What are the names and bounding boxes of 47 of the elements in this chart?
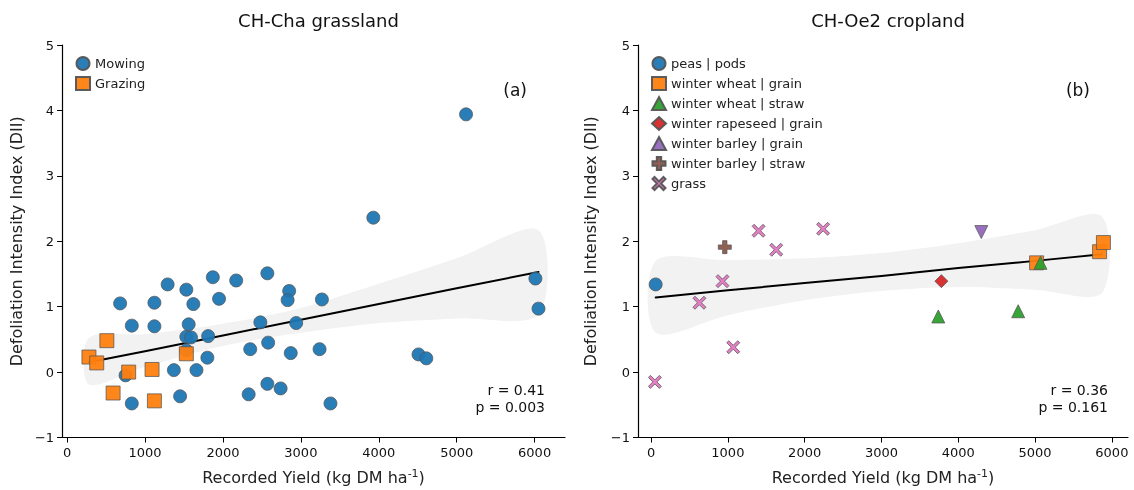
legend-label: grass [671,176,707,191]
x-tick-label: 2000 [788,444,822,460]
y-tick-label: 5 [45,37,55,53]
x-tick-label: 6000 [518,444,552,460]
legend-label: peas | pods [671,56,747,71]
legend-label: winter barley | grain [671,136,803,151]
chart-title: CH-Cha grassland [238,9,399,31]
x-tick-label: 4000 [362,444,396,460]
y-axis-title: Defoliation Intensity Index (DII) [6,116,26,367]
chart-title: CH-Oe2 cropland [811,9,965,31]
x-tick-label: 5000 [440,444,474,460]
x-tick-label: 5000 [1018,444,1052,460]
y-axis-title: Defoliation Intensity Index (DII) [580,116,600,367]
legend-label: winter wheat | grain [671,76,803,91]
legend-label: Mowing [95,56,145,71]
y-tick-label: 3 [621,168,630,184]
x-tick-label: 3000 [864,444,899,460]
y-tick-label: 0 [45,364,55,380]
legend-label: winter wheat | straw [671,96,805,111]
y-tick-label: −1 [610,430,630,445]
annotation: (b) [1065,79,1091,100]
x-tick-label: 0 [646,444,656,460]
annotation: p = 0.161 [1038,399,1109,415]
annotation: r = 0.41 [487,382,545,398]
y-tick-label: 1 [45,299,55,315]
y-tick-label: 3 [45,168,55,184]
x-tick-label: 3000 [284,444,318,460]
y-tick-label: 5 [621,37,630,53]
annotation: r = 0.36 [1050,382,1109,398]
annotation: (a) [503,79,528,100]
x-tick-label: 1000 [711,444,745,460]
x-tick-label: 2000 [206,444,240,460]
y-tick-label: 4 [45,102,55,118]
y-tick-label: 2 [45,233,55,249]
y-tick-label: 4 [621,102,630,118]
x-tick-label: 6000 [1095,444,1129,460]
annotation: p = 0.003 [475,399,546,415]
legend-label: Grazing [95,76,146,91]
y-tick-label: −1 [34,430,55,445]
legend-label: winter rapeseed | grain [671,116,823,131]
x-tick-label: 1000 [128,444,162,460]
y-tick-label: 2 [621,233,630,249]
x-tick-label: 4000 [941,444,975,460]
x-tick-label: 0 [62,444,72,460]
y-tick-label: 1 [621,299,630,315]
y-tick-label: 0 [621,364,630,380]
legend-label: winter barley | straw [671,156,806,171]
